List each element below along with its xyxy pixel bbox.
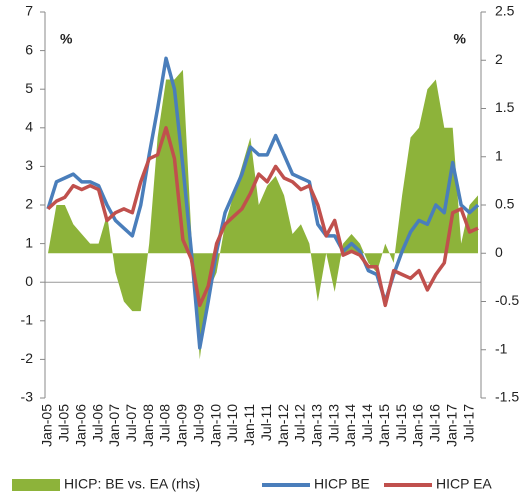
x-tick-label: Jul-11: [258, 404, 274, 441]
x-tick-label: Jan-15: [376, 404, 392, 447]
x-tick-label: Jul-14: [359, 404, 375, 442]
y2-tick-label: 0: [495, 244, 503, 260]
x-tick-label: Jan-06: [72, 404, 88, 447]
y-tick-label: 1: [25, 234, 33, 250]
x-tick-label: Jan-10: [207, 404, 223, 447]
legend-label: HICP: BE vs. EA (rhs): [64, 476, 200, 492]
line: [46, 56, 480, 350]
x-tick-label: Jan-08: [140, 404, 156, 447]
x-tick-label: Jul-06: [89, 404, 105, 442]
x-tick-label: Jul-16: [427, 404, 443, 442]
y2-tick-label: 2: [495, 51, 503, 67]
x-tick-label: Jul-10: [224, 404, 240, 442]
y2-tick-label: 2.5: [495, 3, 515, 19]
x-tick-label: Jul-13: [325, 404, 341, 442]
x-tick-label: Jan-05: [39, 404, 55, 447]
y-tick-label: 4: [25, 119, 33, 135]
y2-tick-label: -1.5: [495, 389, 519, 405]
x-tick-label: Jul-07: [123, 404, 139, 442]
x-tick-label: Jan-17: [443, 404, 459, 447]
legend-swatch: [12, 479, 60, 491]
x-tick-label: Jan-07: [106, 404, 122, 447]
y-tick-label: 6: [25, 41, 33, 57]
y2-tick-label: -0.5: [495, 292, 519, 308]
x-tick-label: Jan-09: [174, 404, 190, 447]
legend-label: HICP BE: [314, 476, 370, 492]
y2-tick-label: 1: [495, 147, 503, 163]
x-tick-label: Jul-15: [393, 404, 409, 442]
y-tick-label: -3: [21, 389, 34, 405]
y-axis-label: %: [60, 31, 73, 47]
y-tick-label: 5: [25, 80, 33, 96]
x-tick-label: Jul-08: [157, 404, 173, 442]
x-tick-label: Jul-17: [460, 404, 476, 442]
x-tick-label: Jul-05: [56, 404, 72, 442]
y2-axis-label: %: [454, 31, 467, 47]
x-tick-label: Jan-13: [309, 404, 325, 447]
y2-tick-label: 1.5: [495, 99, 515, 115]
x-tick-label: Jan-11: [241, 404, 257, 446]
x-tick-label: Jul-09: [190, 404, 206, 442]
x-tick-label: Jan-14: [342, 404, 358, 447]
y-tick-label: 0: [25, 273, 33, 289]
area: [48, 69, 478, 360]
y-tick-label: 7: [25, 3, 33, 19]
legend-label: HICP EA: [436, 476, 492, 492]
y2-tick-label: -1: [495, 340, 508, 356]
x-tick-label: Jan-12: [275, 404, 291, 447]
line: [46, 126, 479, 308]
x-tick-label: Jan-16: [410, 404, 426, 447]
y2-tick-label: 0.5: [495, 196, 515, 212]
y-tick-label: -1: [21, 312, 34, 328]
x-tick-label: Jul-12: [292, 404, 308, 442]
y-tick-label: 3: [25, 157, 33, 173]
y-tick-label: 2: [25, 196, 33, 212]
y-tick-label: -2: [21, 350, 34, 366]
